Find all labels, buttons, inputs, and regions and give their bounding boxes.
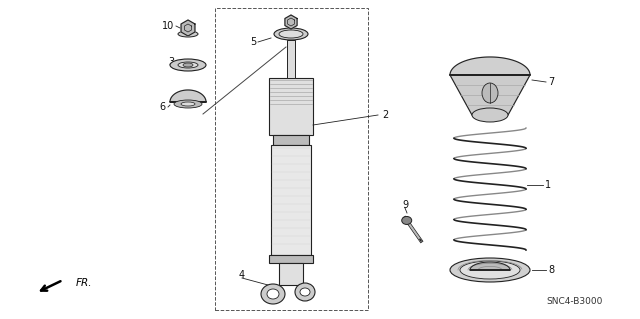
Ellipse shape bbox=[183, 63, 193, 67]
Ellipse shape bbox=[472, 108, 508, 122]
Bar bbox=[215, 8, 368, 310]
Ellipse shape bbox=[295, 283, 315, 301]
Polygon shape bbox=[470, 262, 510, 270]
Text: SNC4-B3000: SNC4-B3000 bbox=[547, 298, 603, 307]
Text: 3: 3 bbox=[168, 57, 174, 67]
Ellipse shape bbox=[482, 83, 498, 103]
Bar bbox=[279, 263, 303, 285]
Polygon shape bbox=[181, 20, 195, 36]
Text: 6: 6 bbox=[160, 102, 166, 112]
Ellipse shape bbox=[300, 288, 310, 296]
Ellipse shape bbox=[460, 261, 520, 279]
Ellipse shape bbox=[274, 28, 308, 40]
Ellipse shape bbox=[178, 62, 198, 68]
Text: 4: 4 bbox=[239, 270, 245, 280]
Text: 9: 9 bbox=[402, 200, 408, 210]
Text: 8: 8 bbox=[548, 265, 554, 275]
Text: 2: 2 bbox=[382, 110, 388, 120]
Ellipse shape bbox=[170, 59, 206, 71]
Text: FR.: FR. bbox=[76, 278, 93, 288]
Bar bbox=[271, 145, 311, 255]
Bar bbox=[269, 255, 313, 263]
Ellipse shape bbox=[267, 289, 279, 299]
Ellipse shape bbox=[174, 100, 202, 108]
Ellipse shape bbox=[261, 284, 285, 304]
Text: 1: 1 bbox=[545, 180, 551, 190]
Bar bbox=[287, 40, 295, 78]
Polygon shape bbox=[170, 90, 206, 102]
Ellipse shape bbox=[450, 258, 530, 282]
Bar bbox=[269, 78, 313, 135]
Text: 10: 10 bbox=[162, 21, 174, 31]
Ellipse shape bbox=[178, 31, 198, 37]
Text: 7: 7 bbox=[548, 77, 554, 87]
Text: 5: 5 bbox=[250, 37, 256, 47]
Polygon shape bbox=[285, 15, 297, 29]
Polygon shape bbox=[450, 75, 530, 115]
Bar bbox=[273, 135, 309, 145]
Polygon shape bbox=[450, 57, 530, 75]
Ellipse shape bbox=[279, 30, 303, 38]
Ellipse shape bbox=[402, 217, 412, 225]
Ellipse shape bbox=[181, 102, 195, 106]
